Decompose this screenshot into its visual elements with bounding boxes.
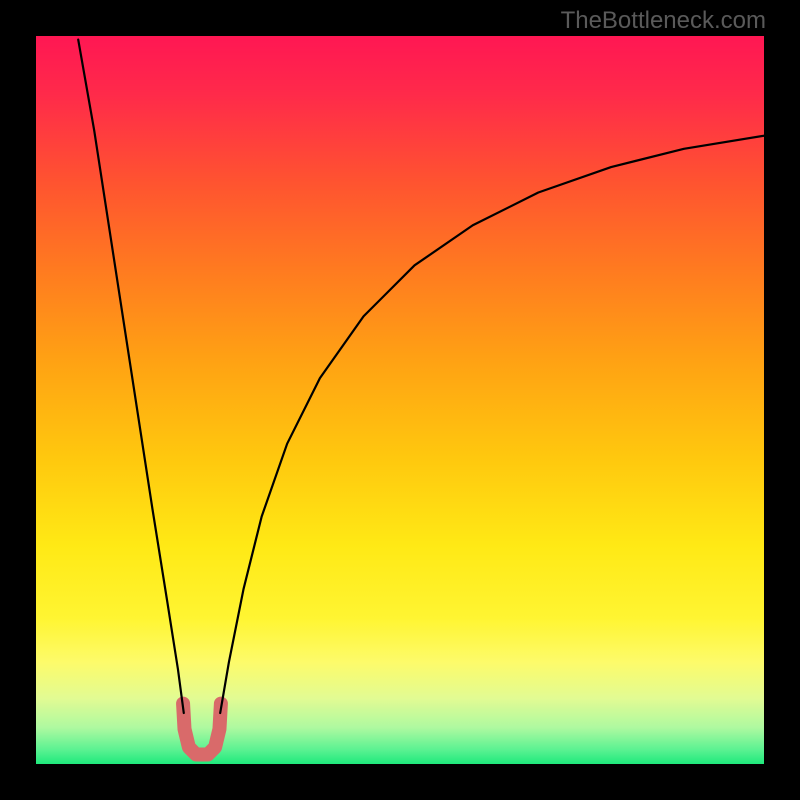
watermark-text: TheBottleneck.com (561, 7, 766, 35)
chart-plot-area (36, 36, 764, 764)
chart-canvas: TheBottleneck.com (0, 0, 800, 800)
